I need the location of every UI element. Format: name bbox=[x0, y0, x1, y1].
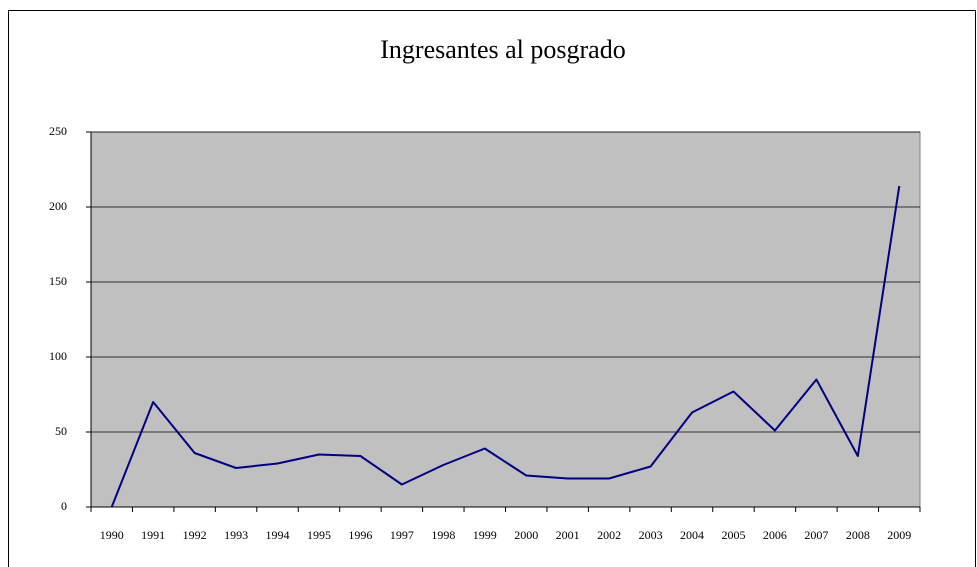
y-tick-label: 150 bbox=[49, 274, 67, 288]
x-tick-label: 2003 bbox=[639, 528, 663, 542]
x-tick-label: 2006 bbox=[763, 528, 787, 542]
data-line bbox=[110, 185, 901, 508]
x-tick-label: 2002 bbox=[597, 528, 621, 542]
x-tick-label: 1995 bbox=[307, 528, 331, 542]
x-tick-label: 2000 bbox=[514, 528, 538, 542]
x-tick-label: 1993 bbox=[224, 528, 248, 542]
x-tick-label: 1998 bbox=[431, 528, 455, 542]
x-tick-label: 1991 bbox=[141, 528, 165, 542]
y-tick-label: 100 bbox=[49, 349, 67, 363]
x-tick-label: 2008 bbox=[846, 528, 870, 542]
x-tick-label: 1992 bbox=[183, 528, 207, 542]
x-tick-label: 1994 bbox=[266, 528, 290, 542]
x-tick-label: 2004 bbox=[680, 528, 704, 542]
x-tick-label: 2009 bbox=[887, 528, 911, 542]
y-tick-label: 200 bbox=[49, 199, 67, 213]
y-tick-label: 250 bbox=[49, 124, 67, 138]
x-tick-label: 2007 bbox=[804, 528, 828, 542]
y-tick-label: 50 bbox=[55, 424, 67, 438]
x-tick-label: 1997 bbox=[390, 528, 414, 542]
x-tick-label: 2001 bbox=[556, 528, 580, 542]
x-tick-label: 1996 bbox=[348, 528, 372, 542]
x-tick-label: 1990 bbox=[100, 528, 124, 542]
plot-area bbox=[90, 131, 921, 508]
chart-title: Ingresantes al posgrado bbox=[380, 35, 625, 64]
x-tick-label: 1999 bbox=[473, 528, 497, 542]
x-tick-label: 2005 bbox=[721, 528, 745, 542]
y-tick-label: 0 bbox=[61, 499, 67, 513]
